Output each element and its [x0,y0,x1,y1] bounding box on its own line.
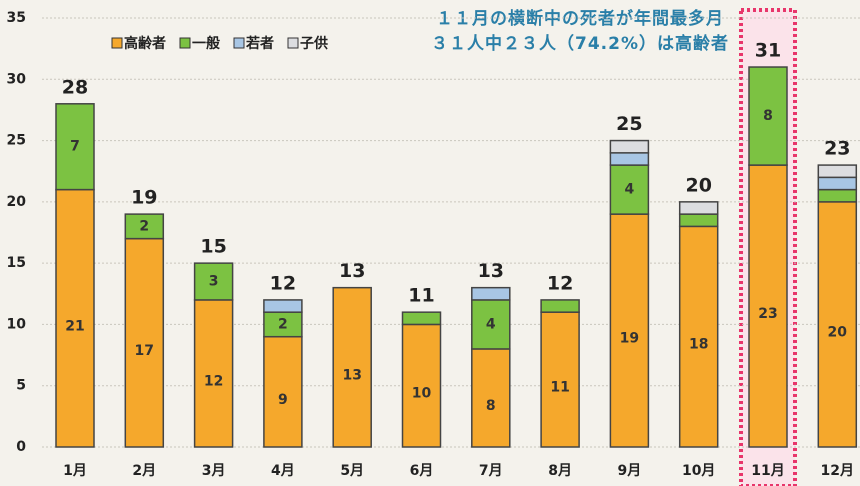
segment-label: 18 [689,337,708,353]
segment-label: 13 [342,367,361,383]
chart: １１月の横断中の死者が年間最多月 ３１人中２３人（74.2%）は高齢者 0510… [0,0,860,486]
total-label: 25 [616,113,642,135]
total-label: 31 [755,40,781,62]
x-tick-label: 7月 [479,463,503,479]
bar-segment [818,165,856,177]
x-tick-label: 3月 [202,463,226,479]
bar-segment [403,312,441,324]
x-tick-label: 5月 [340,463,364,479]
legend-label: 若者 [245,35,274,52]
total-label: 12 [547,272,573,294]
legend-label: 高齢者 [124,35,166,52]
legend-swatch [180,38,190,48]
x-tick-label: 8月 [548,463,572,479]
segment-label: 11 [550,380,569,396]
x-tick-label: 2月 [132,463,156,479]
x-tick-label: 11月 [751,463,784,479]
total-label: 28 [62,76,88,98]
y-tick-label: 0 [16,439,26,455]
segment-label: 4 [625,182,635,198]
segment-label: 23 [758,306,777,322]
segment-label: 21 [65,318,84,334]
segment-label: 3 [209,274,219,290]
bar-segment [818,190,856,202]
bar-segment [472,288,510,300]
y-tick-label: 25 [7,133,26,149]
y-tick-label: 10 [7,316,27,332]
segment-label: 9 [278,392,288,408]
segment-label: 12 [204,373,223,389]
x-tick-label: 4月 [271,463,295,479]
segment-label: 8 [763,108,773,124]
segment-label: 2 [278,316,288,332]
bar-segment [680,214,718,226]
annotation: ３１人中２３人（74.2%）は高齢者 [431,33,729,54]
legend-swatch [234,38,244,48]
total-label: 11 [408,285,434,307]
y-tick-label: 15 [7,255,26,271]
segment-label: 8 [486,398,496,414]
y-tick-label: 20 [7,194,27,210]
segment-label: 4 [486,316,496,332]
total-label: 23 [824,138,850,160]
x-tick-label: 12月 [821,463,854,479]
total-label: 15 [200,236,226,258]
bar-segment [680,202,718,214]
segment-label: 2 [139,218,149,234]
x-tick-label: 6月 [410,463,434,479]
bar-segment [541,300,579,312]
segment-label: 17 [135,343,154,359]
total-label: 12 [270,272,296,294]
total-label: 13 [478,260,504,282]
legend-label: 子供 [300,35,328,52]
bar-segment [818,177,856,189]
legend-swatch [112,38,122,48]
segment-label: 19 [620,331,639,347]
segment-label: 10 [412,386,432,402]
total-label: 19 [131,187,157,209]
legend-swatch [288,38,298,48]
bar-segment [264,300,302,312]
total-label: 13 [339,260,365,282]
total-label: 20 [685,174,711,196]
x-tick-label: 9月 [618,463,642,479]
y-tick-label: 35 [7,10,26,26]
bar-segment [610,141,648,153]
y-tick-label: 30 [7,71,27,87]
x-tick-label: 10月 [682,463,715,479]
legend-label: 一般 [192,35,220,52]
segment-label: 7 [70,139,80,155]
segment-label: 20 [828,324,848,340]
bar-segment [610,153,648,165]
x-tick-label: 1月 [63,463,87,479]
y-tick-label: 5 [16,378,26,394]
